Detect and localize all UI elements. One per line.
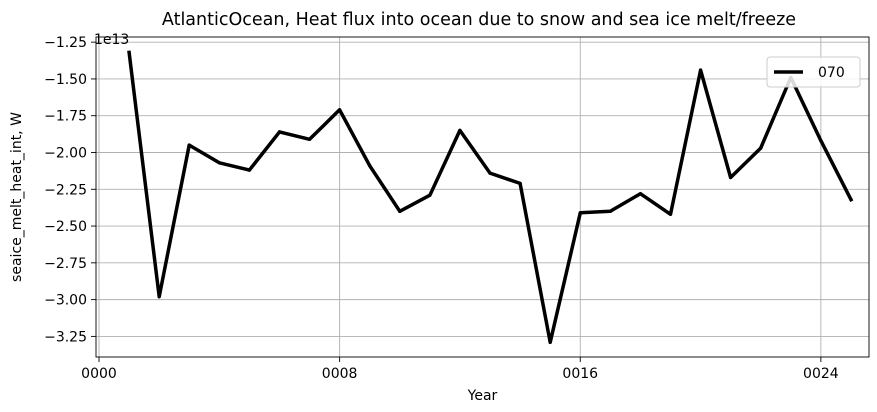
- y-tick-label: −3.25: [44, 329, 87, 345]
- data-point: [277, 130, 282, 134]
- data-point: [759, 146, 763, 150]
- data-point: [217, 161, 221, 165]
- x-axis-label: Year: [467, 388, 498, 404]
- y-tick-label: −1.50: [44, 72, 87, 88]
- data-point: [398, 209, 402, 213]
- data-point: [368, 164, 372, 168]
- y-tick-label: −2.00: [44, 145, 87, 161]
- x-tick-label: 0016: [562, 366, 598, 382]
- data-point: [578, 211, 582, 215]
- data-point: [247, 168, 251, 172]
- data-point: [458, 128, 462, 133]
- grid: [96, 37, 869, 357]
- legend-label: 070: [818, 65, 845, 81]
- x-tick-label: 0024: [803, 366, 839, 382]
- data-point: [698, 68, 703, 72]
- y-tick-label: −1.25: [44, 35, 87, 51]
- data-point: [638, 192, 643, 196]
- plot-frame: [95, 36, 870, 358]
- data-point: [187, 143, 191, 147]
- chart-title: AtlanticOcean, Heat flux into ocean due …: [162, 10, 796, 30]
- legend: 070: [766, 56, 861, 88]
- legend-box: [766, 56, 861, 88]
- data-point: [518, 181, 522, 185]
- data-point: [488, 171, 492, 175]
- data-point: [127, 50, 131, 55]
- ticks: 0000 0008 0016 0024 −3.25 −3.00 −2.75 −2.50 −2.2…: [44, 35, 839, 382]
- data-point: [307, 137, 312, 141]
- series-layer: [127, 50, 854, 345]
- y-tick-label: −1.75: [44, 109, 87, 125]
- data-point: [428, 193, 432, 197]
- x-tick-label: 0008: [322, 366, 358, 382]
- y-tick-label: −2.50: [44, 219, 87, 235]
- y-tick-label: −2.25: [44, 182, 87, 198]
- data-point: [608, 209, 612, 213]
- y-tick-label: −2.75: [44, 256, 87, 272]
- x-tick-label: 0000: [81, 366, 117, 382]
- data-point: [548, 340, 552, 344]
- data-point: [338, 108, 342, 112]
- y-axis-label: seaice_melt_heat_int, W: [9, 112, 25, 282]
- data-point: [668, 212, 673, 216]
- data-point: [729, 175, 733, 180]
- data-point: [157, 295, 161, 299]
- data-point: [849, 197, 853, 202]
- data-point: [819, 139, 823, 143]
- y-offset-label: 1e13: [94, 32, 129, 48]
- y-tick-label: −3.00: [44, 293, 87, 309]
